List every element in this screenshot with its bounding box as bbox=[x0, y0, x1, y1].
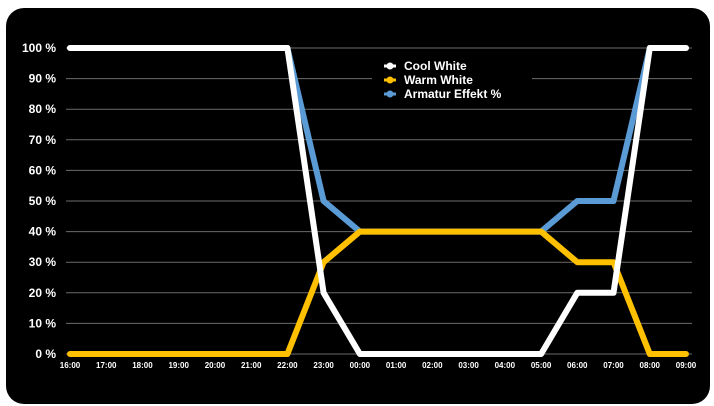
y-tick-label: 80 % bbox=[29, 102, 57, 116]
x-tick-label: 20:00 bbox=[205, 361, 226, 370]
x-tick-label: 05:00 bbox=[531, 361, 552, 370]
series-line-cool-white bbox=[67, 45, 689, 357]
x-tick-label: 07:00 bbox=[603, 361, 624, 370]
legend-marker bbox=[386, 76, 394, 84]
y-axis-ticks: 0 % 10 % 20 % 30 % 40 % 50 % 60 % 70 % 80 % 90 % 1… bbox=[22, 41, 56, 361]
chart-panel bbox=[6, 8, 710, 404]
x-tick-label: 04:00 bbox=[495, 361, 516, 370]
x-tick-label: 16:00 bbox=[60, 361, 81, 370]
y-tick-label: 0 % bbox=[35, 347, 56, 361]
legend-background bbox=[372, 56, 532, 102]
y-tick-label: 20 % bbox=[29, 286, 57, 300]
x-tick-label: 01:00 bbox=[386, 361, 407, 370]
y-tick-label: 70 % bbox=[29, 133, 57, 147]
x-tick-label: 02:00 bbox=[422, 361, 443, 370]
y-tick-label: 90 % bbox=[29, 72, 57, 86]
y-tick-label: 40 % bbox=[29, 225, 57, 239]
y-tick-label: 10 % bbox=[29, 316, 57, 330]
y-tick-label: 30 % bbox=[29, 255, 57, 269]
y-tick-label: 60 % bbox=[29, 163, 57, 177]
x-tick-label: 03:00 bbox=[458, 361, 479, 370]
x-axis-ticks: 16:00 17:00 18:00 19:00 20:00 21:00 22:00 23:00… bbox=[60, 361, 697, 370]
x-tick-label: 08:00 bbox=[640, 361, 661, 370]
x-tick-label: 23:00 bbox=[313, 361, 334, 370]
legend-marker bbox=[386, 62, 394, 70]
y-tick-label: 50 % bbox=[29, 194, 57, 208]
x-tick-label: 00:00 bbox=[350, 361, 371, 370]
x-tick-label: 09:00 bbox=[676, 361, 697, 370]
series-line-warm-white bbox=[67, 228, 689, 357]
legend-label: Cool White bbox=[404, 59, 467, 73]
legend-marker bbox=[386, 90, 394, 98]
x-tick-label: 22:00 bbox=[277, 361, 298, 370]
series-lines bbox=[67, 45, 689, 357]
x-tick-label: 21:00 bbox=[241, 361, 262, 370]
legend-label: Warm White bbox=[404, 73, 473, 87]
legend-label: Armatur Effekt % bbox=[404, 87, 502, 101]
x-tick-label: 06:00 bbox=[567, 361, 588, 370]
x-tick-label: 18:00 bbox=[132, 361, 153, 370]
x-tick-label: 19:00 bbox=[168, 361, 189, 370]
y-tick-label: 100 % bbox=[22, 41, 56, 55]
x-tick-label: 17:00 bbox=[96, 361, 117, 370]
